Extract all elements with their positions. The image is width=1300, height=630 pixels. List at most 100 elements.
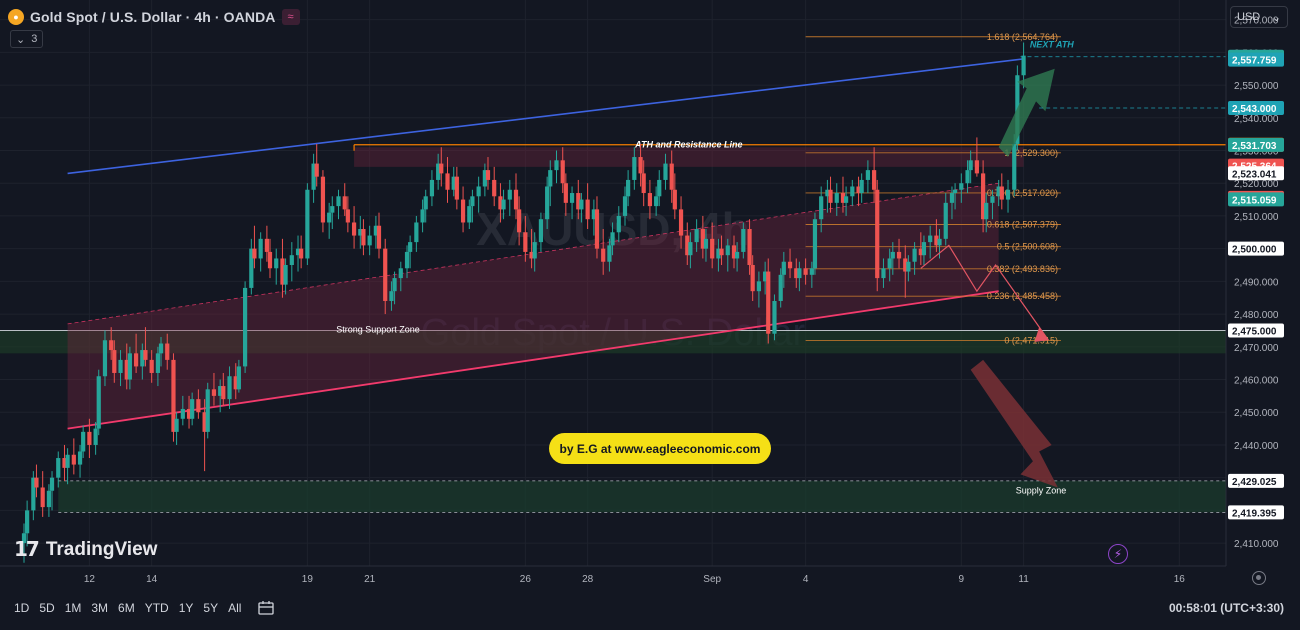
timeframe-5d[interactable]: 5D [39,601,55,615]
timeframe-all[interactable]: All [228,601,242,615]
price-label-bg [1228,137,1284,152]
candle-body [109,340,114,351]
candle-body [850,186,855,197]
candle-body [569,193,575,203]
candle-body [579,199,584,210]
candle-body [21,533,27,544]
clock-timezone[interactable]: 00:58:01 (UTC+3:30) [1168,601,1284,615]
candle-body [952,189,958,194]
price-label-text: 2,531.703 [1232,141,1277,152]
candle-body [439,163,444,174]
candle-body [990,196,995,203]
price-label-bg [1228,473,1284,488]
candle-body [632,157,637,180]
price-label-text: 2,515.059 [1232,195,1277,206]
currency-select[interactable]: USD ⌄ [1230,6,1288,28]
candle-body [545,186,550,220]
timeframe-ytd[interactable]: YTD [144,601,169,615]
candle-body [342,196,347,210]
timeframe-6m[interactable]: 6M [118,601,135,615]
indicator-toggle[interactable]: ⌄ 3 [10,30,44,48]
wave-icon[interactable]: ≈ [281,9,300,25]
candle-body [538,219,544,243]
price-label-bg [1228,100,1284,115]
settings-icon[interactable] [1252,571,1266,585]
candle-body [25,510,30,534]
candle-body [134,353,139,367]
candle-body [812,219,818,269]
timeframe-3m[interactable]: 3M [91,601,109,615]
candle-body [694,229,699,243]
candle-body [685,235,690,256]
timeframe-1y[interactable]: 1Y [178,601,194,615]
price-label-text: 2,475.000 [1232,326,1277,337]
price-axis-label: 2,557.759 [1228,52,1284,67]
symbol-title[interactable]: Gold Spot / U.S. Dollar · 4h · OANDA [30,9,276,25]
channel-upper-line [67,58,1024,175]
supply-zone-box [58,480,1226,513]
timeframe-5y[interactable]: 5Y [203,601,219,615]
candle-body [289,255,294,266]
candle-body [735,251,740,259]
candle-body [710,238,715,259]
lightning-icon[interactable]: ⚡ [1108,544,1128,564]
x-tick-label: 11 [1018,574,1029,585]
candle-body [1005,189,1011,200]
candle-body [180,408,185,419]
chevron-down-icon: ⌄ [1271,11,1281,24]
fib-level-label: 0 (2,471.915) [1004,336,1058,346]
candle-body [918,248,923,256]
candle-body [336,196,341,207]
tradingview-logo[interactable]: 𝟭𝟳 TradingView [14,537,157,562]
candle-body [190,399,195,419]
candle-body [118,359,123,373]
candle-body [218,386,223,396]
y-tick-label: 2,550.000 [1234,81,1279,92]
candle-body [408,242,413,252]
candle-body [305,189,310,259]
price-label-text: 2,429.025 [1232,477,1277,488]
candle-body [890,251,895,259]
candle-body [492,179,497,197]
candle-body [327,212,332,223]
candle-body [859,179,864,194]
candle-body [423,196,428,210]
calendar-range-icon[interactable] [257,600,277,616]
candle-body [840,193,846,203]
projection-arrowhead [1034,327,1049,342]
price-axis-bg [1227,0,1300,597]
candle-body [591,209,596,220]
candle-body [622,196,628,216]
candle-body [834,193,839,203]
candle-body [974,160,979,174]
candle-body [934,235,939,246]
timeframe-1d[interactable]: 1D [14,601,30,615]
candle-body [112,350,117,373]
candle-body [843,196,849,203]
candle-body [725,245,730,256]
candle-body [361,229,366,246]
candle-body [594,209,600,249]
candle-body [454,176,459,200]
candle-body [513,189,519,210]
candle-body [314,163,319,177]
candle-body [102,340,108,377]
fib-level-label: 0.236 (2,485.458) [987,291,1058,301]
candle-body [283,265,288,285]
candle-body [912,248,917,262]
price-label-text: 2,419.395 [1232,508,1277,519]
candle-body [330,206,335,213]
candle-body [1021,55,1026,76]
candle-body [174,418,179,432]
candle-body [40,487,45,508]
candle-body [819,196,824,220]
candle-body [404,251,410,269]
timeframe-1m[interactable]: 1M [64,601,82,615]
candle-body [750,265,755,292]
candle-body [657,179,662,197]
candle-body [34,477,39,488]
y-tick-label: 2,470.000 [1234,343,1279,354]
candle-body [772,300,777,334]
projection-path [920,244,1049,341]
